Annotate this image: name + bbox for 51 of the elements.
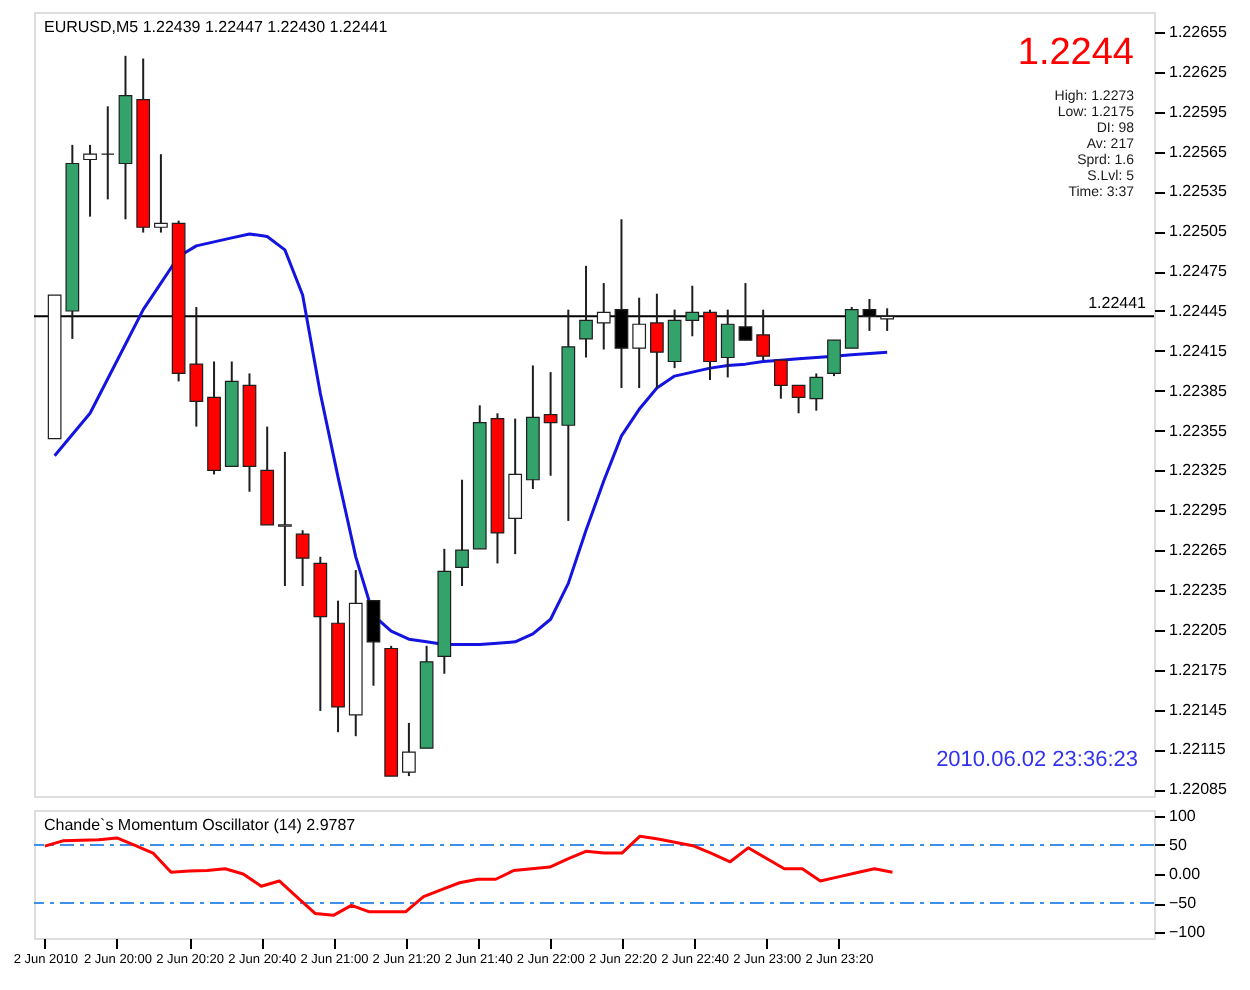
y-tick-label: −100	[1169, 923, 1207, 942]
y-tick-label: 1.22475	[1169, 262, 1228, 281]
candlestick	[756, 308, 771, 362]
y-tick-label: 1.22595	[1169, 102, 1228, 121]
text: 2010.06.02 23:36:23	[936, 748, 1138, 772]
text: 1.2244	[1017, 32, 1135, 74]
y-tick-label: 1.22415	[1169, 341, 1228, 360]
candlestick	[508, 417, 523, 556]
y-tick-label: 1.22655	[1169, 22, 1228, 41]
candlestick	[632, 296, 647, 390]
y-tick-label: 1.22325	[1169, 461, 1228, 480]
candlestick	[100, 105, 115, 201]
candlestick	[295, 529, 310, 588]
candlestick	[720, 308, 735, 379]
candlestick	[455, 478, 469, 588]
y-tick-label: 1.22445	[1169, 301, 1228, 320]
candlestick	[402, 721, 416, 778]
y-tick-label: 0.00	[1169, 865, 1202, 883]
y-tick-label: 1.22145	[1169, 700, 1228, 719]
ref-line-label: 1.22441	[1088, 294, 1148, 313]
line-series	[53, 232, 889, 647]
candlestick	[154, 153, 168, 234]
y-tick-label: 1.22115	[1169, 740, 1227, 759]
y-tick-label: 1.22565	[1169, 142, 1228, 161]
candlestick	[880, 307, 895, 332]
y-tick-label: 1.22205	[1169, 620, 1228, 639]
y-tick-label: 1.22385	[1169, 381, 1228, 400]
candlestick	[844, 306, 859, 350]
y-tick-label: 100	[1169, 806, 1197, 825]
chart-title: EURUSD,M5 1.22439 1.22447 1.22430 1.22441	[44, 18, 389, 36]
y-tick-label: 1.22625	[1169, 62, 1228, 81]
line-series	[43, 834, 894, 917]
y-tick-label: 1.22535	[1169, 182, 1228, 201]
y-tick-label: 1.22265	[1169, 541, 1228, 560]
y-tick-label: 1.22355	[1169, 421, 1228, 440]
chart-title: Chande`s Momentum Oscillator (14) 2.9787	[44, 816, 357, 834]
y-tick-label: 1.22085	[1169, 780, 1228, 799]
y-tick-label: 1.22235	[1169, 581, 1228, 600]
candlestick	[579, 264, 593, 359]
candlestick	[827, 339, 841, 378]
candlestick	[596, 282, 611, 351]
y-tick-label: 50	[1169, 835, 1188, 854]
candlestick	[774, 359, 788, 400]
candlestick	[650, 292, 664, 390]
y-tick-label: 1.22295	[1169, 501, 1228, 520]
y-tick-label: 1.22505	[1169, 222, 1228, 241]
candlestick	[83, 143, 97, 218]
candlestick	[366, 599, 381, 687]
candlestick	[278, 450, 292, 588]
y-tick-label: 1.22175	[1169, 660, 1228, 679]
y-tick-label: −50	[1169, 894, 1198, 913]
